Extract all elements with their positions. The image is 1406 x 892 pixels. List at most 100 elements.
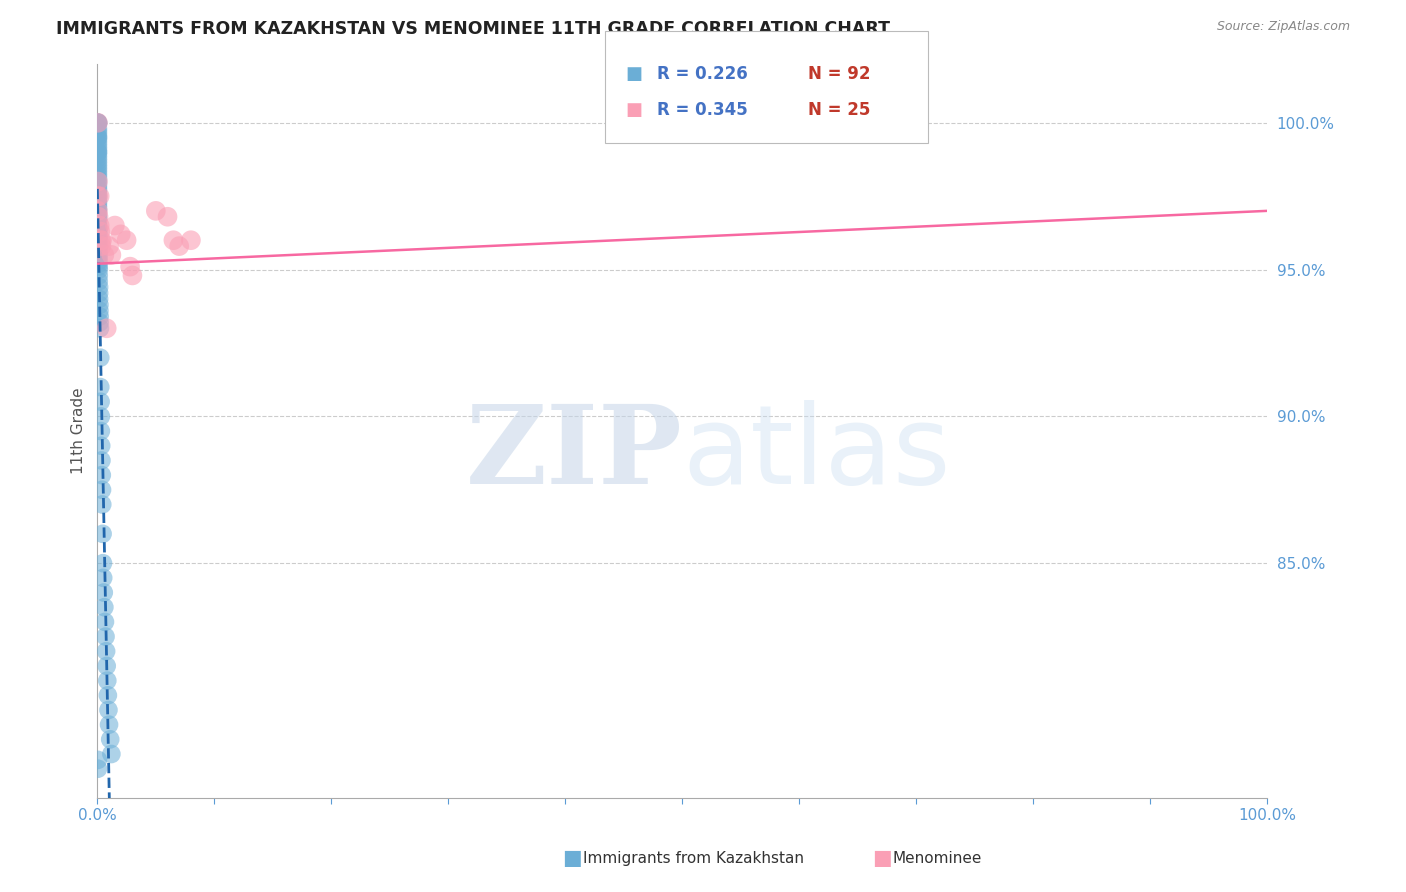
Point (90, 439, 112, 453)
Point (87, 198, 110, 212)
Point (87, 262, 110, 277)
Point (180, 233, 202, 247)
Point (89, 310, 111, 324)
Point (87, 236, 110, 251)
Point (87, 244, 110, 259)
Point (89, 224, 111, 238)
Point (89, 219, 111, 233)
Point (87, 201, 110, 215)
Point (98, 239, 121, 253)
Point (87, 762, 110, 776)
Point (87, 186, 110, 201)
Text: N = 25: N = 25 (808, 101, 870, 119)
Point (87, 268, 110, 283)
Point (90, 239, 112, 253)
Point (87, 219, 110, 233)
Text: R = 0.226: R = 0.226 (657, 65, 748, 83)
Point (87, 216, 110, 230)
Point (90, 424, 112, 438)
Point (87, 203, 110, 218)
Text: Source: ZipAtlas.com: Source: ZipAtlas.com (1216, 20, 1350, 33)
Point (87, 174, 110, 188)
Point (90, 409, 112, 424)
Point (87, 178, 110, 192)
Point (87, 274, 110, 288)
Point (87, 166, 110, 180)
Point (100, 248, 122, 262)
Text: ■: ■ (626, 65, 643, 83)
Point (87, 227, 110, 242)
Point (93, 600, 115, 615)
Text: ■: ■ (562, 848, 582, 868)
Point (97, 703, 120, 717)
Point (87, 251, 110, 265)
Point (96, 673, 118, 688)
Point (89, 315, 111, 329)
Point (90, 394, 112, 409)
Point (91, 526, 114, 541)
Text: ■: ■ (872, 848, 891, 868)
Point (87, 189, 110, 203)
Point (91, 483, 114, 497)
Point (87, 116, 110, 130)
Point (104, 219, 127, 233)
Point (87, 125, 110, 139)
Point (87, 160, 110, 174)
Y-axis label: 11th Grade: 11th Grade (72, 388, 86, 475)
Point (87, 210, 110, 224)
Point (87, 257, 110, 271)
Point (89, 298, 111, 312)
Point (91, 498, 114, 512)
Point (87, 157, 110, 171)
Text: N = 92: N = 92 (808, 65, 870, 83)
Point (87, 116, 110, 130)
Point (89, 321, 111, 335)
Point (87, 239, 110, 253)
Text: ■: ■ (626, 101, 643, 119)
Point (87, 130, 110, 145)
Text: R = 0.345: R = 0.345 (657, 101, 748, 119)
Point (90, 233, 112, 247)
Point (87, 151, 110, 165)
Point (90, 468, 112, 483)
Point (87, 145, 110, 160)
Point (145, 203, 167, 218)
Text: Immigrants from Kazakhstan: Immigrants from Kazakhstan (583, 851, 804, 865)
Point (97, 688, 120, 702)
Point (87, 753, 110, 767)
Point (87, 203, 110, 218)
Point (87, 207, 110, 221)
Point (96, 659, 118, 673)
Point (94, 630, 117, 644)
Point (156, 210, 179, 224)
Point (87, 210, 110, 224)
Point (121, 268, 143, 283)
Point (87, 286, 110, 301)
Point (87, 195, 110, 210)
Point (94, 644, 117, 658)
Point (120, 260, 142, 274)
Point (90, 453, 112, 467)
Point (87, 121, 110, 136)
Point (89, 351, 111, 365)
Point (89, 303, 111, 318)
Point (87, 253, 110, 268)
Point (115, 233, 138, 247)
Point (87, 142, 110, 156)
Point (87, 145, 110, 160)
Point (87, 116, 110, 130)
Point (87, 180, 110, 194)
Point (100, 747, 122, 761)
Text: ZIP: ZIP (465, 400, 682, 507)
Point (87, 139, 110, 153)
Point (87, 248, 110, 262)
Point (87, 242, 110, 256)
Point (87, 133, 110, 147)
Point (94, 615, 117, 629)
Point (87, 116, 110, 130)
Point (87, 233, 110, 247)
Point (87, 280, 110, 294)
Point (87, 128, 110, 142)
Point (87, 116, 110, 130)
Point (87, 212, 110, 227)
